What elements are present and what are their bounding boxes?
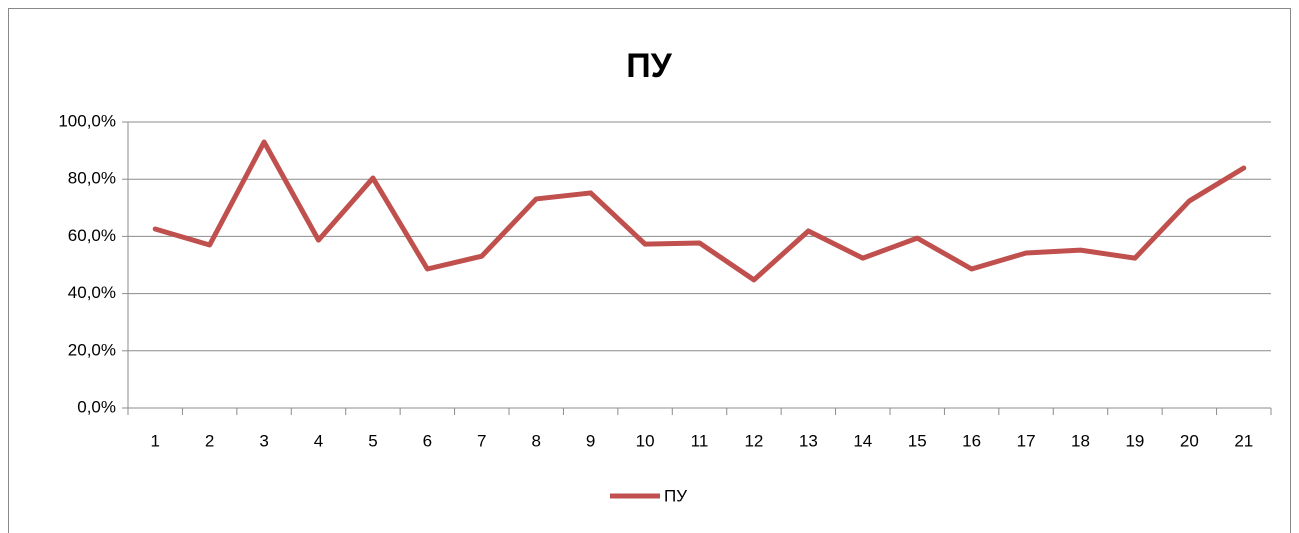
- x-tick-label: 16: [962, 431, 981, 450]
- y-tick-label: 100,0%: [58, 111, 116, 130]
- x-tick-label: 15: [908, 431, 927, 450]
- x-tick-label: 6: [423, 431, 432, 450]
- data-line: [152, 139, 1247, 283]
- x-tick-label: 8: [531, 431, 540, 450]
- y-tick-label: 60,0%: [68, 226, 116, 245]
- x-tick-label: 14: [853, 431, 872, 450]
- x-tick-label: 9: [586, 431, 595, 450]
- legend-label: ПУ: [664, 486, 687, 505]
- x-tick-label: 12: [744, 431, 763, 450]
- x-tick-label: 3: [259, 431, 268, 450]
- x-tick-label: 5: [368, 431, 377, 450]
- x-tick-label: 21: [1234, 431, 1253, 450]
- y-tick-label: 20,0%: [68, 340, 116, 359]
- chart-title: ПУ: [626, 47, 672, 85]
- x-tick-label: 17: [1017, 431, 1036, 450]
- x-tick-label: 10: [636, 431, 655, 450]
- y-tick-label: 80,0%: [68, 169, 116, 188]
- x-tick-label: 18: [1071, 431, 1090, 450]
- x-tick-label: 13: [799, 431, 818, 450]
- x-tick-label: 2: [205, 431, 214, 450]
- x-tick-label: 20: [1180, 431, 1199, 450]
- x-tick-label: 11: [691, 431, 709, 450]
- x-tick-label: 19: [1125, 431, 1144, 450]
- x-tick-label: 4: [314, 431, 323, 450]
- x-tick-label: 1: [150, 431, 159, 450]
- y-tick-label: 0,0%: [77, 397, 116, 416]
- chart-border: [8, 8, 1291, 533]
- y-tick-label: 40,0%: [68, 283, 116, 302]
- x-tick-label: 7: [477, 431, 486, 450]
